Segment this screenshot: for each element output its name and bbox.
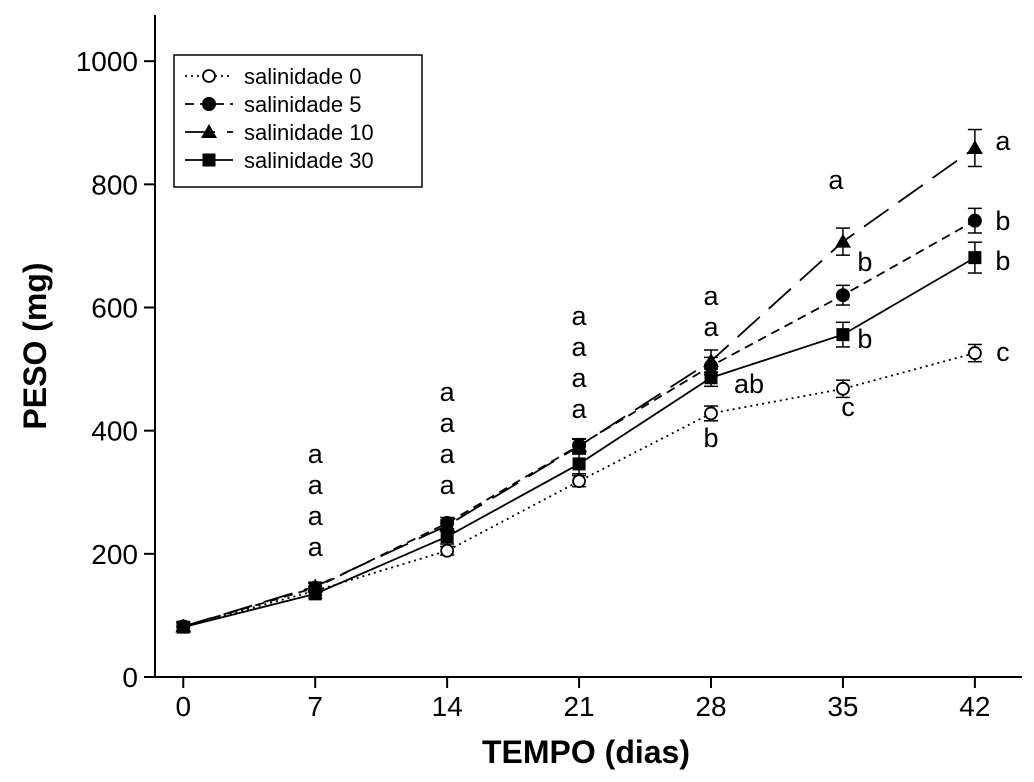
data-point (308, 587, 322, 601)
significance-label: a (440, 377, 456, 407)
legend-item: salinidade 30 (185, 148, 374, 173)
x-tick-label: 21 (563, 691, 594, 722)
y-axis-title: PESO (mg) (17, 262, 53, 429)
significance-label: a (308, 470, 324, 500)
significance-label: b (857, 247, 872, 277)
data-point (703, 353, 720, 368)
legend-item: salinidade 10 (185, 120, 374, 145)
legend: salinidade 0 salinidade 5 salinidade 10 sal… (173, 54, 423, 188)
x-tick-label: 0 (175, 691, 191, 722)
legend-marker (201, 124, 217, 138)
data-point (439, 517, 456, 532)
legend-marker (202, 153, 216, 167)
data-point (704, 406, 718, 421)
data-point (836, 381, 850, 396)
significance-label: a (308, 439, 324, 469)
legend-item: salinidade 5 (185, 92, 361, 117)
data-point (176, 620, 190, 634)
x-tick-label: 7 (307, 691, 323, 722)
significance-label: c (841, 392, 855, 422)
significance-label: a (572, 332, 588, 362)
significance-label: c (996, 337, 1010, 367)
significance-label: a (995, 126, 1011, 156)
significance-label: a (440, 470, 456, 500)
significance-label: a (440, 439, 456, 469)
significance-label: a (308, 532, 324, 562)
data-point (440, 543, 455, 558)
data-point (572, 457, 586, 471)
data-point (966, 140, 983, 155)
y-tick-label: 600 (91, 293, 138, 324)
significance-label: a (440, 408, 456, 438)
legend-label: salinidade 5 (244, 92, 361, 117)
y-tick-label: 400 (91, 416, 138, 447)
significance-label: b (995, 206, 1010, 236)
x-tick-label: 28 (695, 691, 726, 722)
x-tick-label: 35 (827, 691, 858, 722)
significance-label: a (828, 165, 844, 195)
y-tick-label: 200 (91, 539, 138, 570)
significance-label: a (308, 501, 324, 531)
series-layer (175, 128, 983, 634)
legend-label: salinidade 30 (244, 148, 374, 173)
x-axis-title: TEMPO (dias) (482, 734, 690, 770)
data-point (572, 474, 586, 489)
significance-label: b (703, 423, 718, 453)
data-point (834, 233, 851, 248)
significance-label: b (995, 246, 1010, 276)
series-3 (176, 241, 982, 634)
x-tick-label: 14 (432, 691, 463, 722)
y-tick-label: 1000 (76, 46, 138, 77)
data-point (836, 328, 850, 342)
significance-label: a (572, 301, 588, 331)
significance-label: a (572, 363, 588, 393)
y-tick-label: 800 (91, 169, 138, 200)
data-point (967, 213, 982, 228)
data-point (968, 251, 982, 265)
data-point (967, 346, 982, 360)
legend-label: salinidade 10 (244, 120, 374, 145)
data-point (571, 438, 588, 453)
legend-item: salinidade 0 (185, 64, 361, 89)
data-point (835, 288, 850, 303)
data-point (704, 371, 718, 385)
x-tick-label: 42 (959, 691, 990, 722)
legend-marker (202, 97, 216, 111)
significance-label: ab (734, 369, 764, 399)
y-tick-label: 0 (122, 662, 138, 693)
significance-label: a (572, 394, 588, 424)
significance-label: a (703, 281, 719, 311)
legend-marker (202, 69, 216, 83)
data-point (440, 530, 454, 544)
significance-label: b (857, 324, 872, 354)
ticks-layer: 0 7 14 21 28 35 42 0 200 400 600 800 1000 (76, 46, 991, 722)
legend-label: salinidade 0 (244, 64, 361, 89)
significance-label: a (703, 312, 719, 342)
